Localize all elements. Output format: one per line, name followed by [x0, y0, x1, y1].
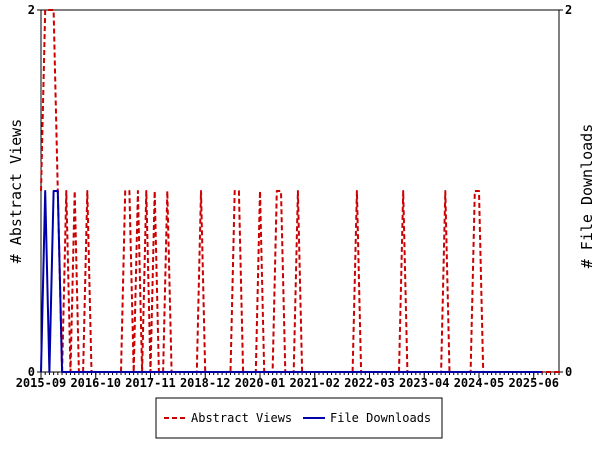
- x-tick-label: 2015-09: [16, 376, 67, 390]
- y-right-tick-label: 0: [565, 365, 572, 379]
- y-right-tick-label: 2: [565, 3, 572, 17]
- y-axis-left-title: # Abstract Views: [7, 119, 25, 264]
- y-left-tick-label: 2: [28, 3, 35, 17]
- x-tick-label: 2023-04: [399, 376, 450, 390]
- y-axis-right-title: # File Downloads: [578, 124, 596, 269]
- legend-label-abstract-views: Abstract Views: [191, 411, 292, 425]
- abstract-views-line: [40, 9, 559, 373]
- x-tick-label: 2022-03: [344, 376, 395, 390]
- axis-labels: 2015-09 2016-10 2017-11 2018-12 2020-01 2021-…: [7, 3, 596, 390]
- x-tick-label: 2018-12: [180, 376, 231, 390]
- legend-box: [155, 397, 443, 439]
- x-tick-label: 2021-02: [289, 376, 340, 390]
- x-tick-label: 2025-06: [508, 376, 559, 390]
- x-tick-label: 2016-10: [70, 376, 121, 390]
- y-left-tick-label: 0: [28, 365, 35, 379]
- file-downloads-line: [40, 190, 543, 373]
- legend-label-file-downloads: File Downloads: [330, 411, 431, 425]
- x-tick-label: 2017-11: [125, 376, 176, 390]
- x-tick-label: 2020-01: [235, 376, 286, 390]
- series-layer: [40, 9, 559, 373]
- x-tick-label: 2024-05: [454, 376, 505, 390]
- legend: Abstract Views File Downloads: [155, 397, 443, 439]
